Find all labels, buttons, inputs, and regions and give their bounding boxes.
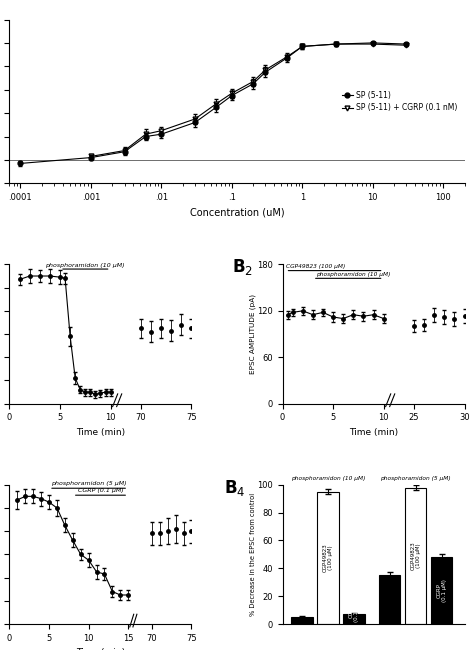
Text: CGP49823 (100 μM): CGP49823 (100 μM) bbox=[285, 264, 345, 269]
Text: CGRP
(0.1 μM): CGRP (0.1 μM) bbox=[437, 579, 447, 602]
Y-axis label: EPSC AMPLITUDE (pA): EPSC AMPLITUDE (pA) bbox=[249, 294, 255, 374]
Y-axis label: % Decrease in the EPSC from control: % Decrease in the EPSC from control bbox=[250, 493, 255, 616]
Bar bbox=[318, 491, 338, 624]
Bar bbox=[431, 557, 452, 624]
Bar bbox=[344, 614, 365, 624]
Text: $\mathbf{B}_2$: $\mathbf{B}_2$ bbox=[231, 257, 253, 278]
Text: CGP49823
(100 μM): CGP49823 (100 μM) bbox=[410, 541, 421, 570]
Bar bbox=[292, 617, 312, 624]
Text: phosphoramidon (5 μM): phosphoramidon (5 μM) bbox=[51, 482, 127, 486]
X-axis label: Time (min): Time (min) bbox=[76, 428, 125, 437]
X-axis label: Concentration (uM): Concentration (uM) bbox=[190, 207, 284, 218]
X-axis label: Time (min): Time (min) bbox=[76, 648, 125, 650]
Text: phosphoramidon (5 μM): phosphoramidon (5 μM) bbox=[381, 476, 451, 480]
Text: phosphoramidon (10 μM): phosphoramidon (10 μM) bbox=[316, 272, 391, 277]
Text: $\mathbf{B}_4$: $\mathbf{B}_4$ bbox=[224, 478, 246, 498]
Text: phosphoramidon (10 μM): phosphoramidon (10 μM) bbox=[46, 263, 125, 268]
Legend: SP (5-11), SP (5-11) + CGRP (0.1 nM): SP (5-11), SP (5-11) + CGRP (0.1 nM) bbox=[339, 88, 461, 116]
Bar bbox=[379, 575, 401, 624]
Text: CGRP
(0.1 μM): CGRP (0.1 μM) bbox=[348, 599, 359, 621]
X-axis label: Time (min): Time (min) bbox=[349, 428, 398, 437]
Text: CGRP (0.1 μM): CGRP (0.1 μM) bbox=[78, 488, 123, 493]
Text: phosphoramidon (10 μM): phosphoramidon (10 μM) bbox=[291, 476, 365, 480]
Text: CGP49823
(100 μM): CGP49823 (100 μM) bbox=[323, 543, 333, 572]
Bar bbox=[405, 488, 426, 624]
